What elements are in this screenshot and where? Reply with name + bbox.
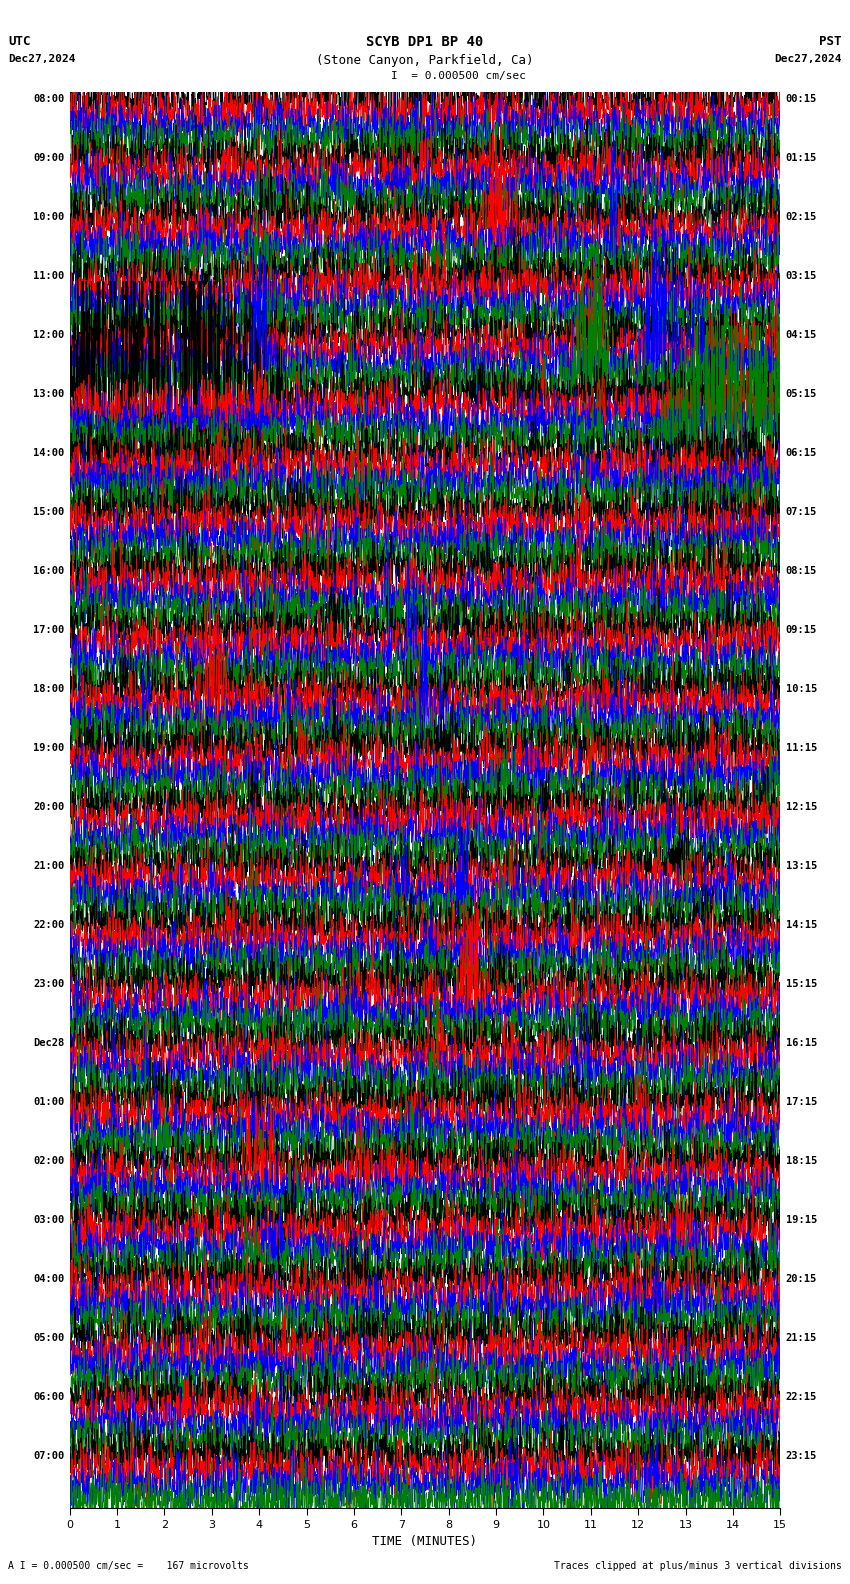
Text: 04:15: 04:15 — [786, 329, 817, 341]
Text: 22:15: 22:15 — [786, 1392, 817, 1402]
Text: 01:15: 01:15 — [786, 154, 817, 163]
Text: 16:00: 16:00 — [33, 565, 64, 577]
Text: 07:00: 07:00 — [33, 1451, 64, 1462]
Text: 15:00: 15:00 — [33, 507, 64, 518]
Text: Traces clipped at plus/minus 3 vertical divisions: Traces clipped at plus/minus 3 vertical … — [553, 1562, 842, 1571]
Text: 19:15: 19:15 — [786, 1215, 817, 1226]
Text: SCYB DP1 BP 40: SCYB DP1 BP 40 — [366, 35, 484, 49]
Text: 19:00: 19:00 — [33, 743, 64, 754]
Text: (Stone Canyon, Parkfield, Ca): (Stone Canyon, Parkfield, Ca) — [316, 54, 534, 67]
Text: PST: PST — [819, 35, 842, 48]
Text: 02:00: 02:00 — [33, 1156, 64, 1166]
Text: 05:00: 05:00 — [33, 1334, 64, 1343]
Text: 23:00: 23:00 — [33, 979, 64, 990]
Text: 09:00: 09:00 — [33, 154, 64, 163]
Text: 02:15: 02:15 — [786, 212, 817, 222]
Text: 22:00: 22:00 — [33, 920, 64, 930]
Text: 18:00: 18:00 — [33, 684, 64, 694]
Text: 10:15: 10:15 — [786, 684, 817, 694]
Text: 13:15: 13:15 — [786, 862, 817, 871]
Text: Dec27,2024: Dec27,2024 — [8, 54, 76, 63]
Text: 17:15: 17:15 — [786, 1098, 817, 1107]
Text: 20:15: 20:15 — [786, 1274, 817, 1285]
Text: UTC: UTC — [8, 35, 31, 48]
Text: 05:15: 05:15 — [786, 390, 817, 399]
Text: 11:15: 11:15 — [786, 743, 817, 754]
Text: Dec27,2024: Dec27,2024 — [774, 54, 842, 63]
Text: 15:15: 15:15 — [786, 979, 817, 990]
Text: 17:00: 17:00 — [33, 626, 64, 635]
X-axis label: TIME (MINUTES): TIME (MINUTES) — [372, 1535, 478, 1548]
Text: 13:00: 13:00 — [33, 390, 64, 399]
Text: 06:00: 06:00 — [33, 1392, 64, 1402]
Text: 03:00: 03:00 — [33, 1215, 64, 1226]
Text: 21:00: 21:00 — [33, 862, 64, 871]
Text: 01:00: 01:00 — [33, 1098, 64, 1107]
Text: 12:00: 12:00 — [33, 329, 64, 341]
Text: 04:00: 04:00 — [33, 1274, 64, 1285]
Text: 14:00: 14:00 — [33, 448, 64, 458]
Text: Dec28: Dec28 — [33, 1038, 64, 1049]
Text: 07:15: 07:15 — [786, 507, 817, 518]
Text: 14:15: 14:15 — [786, 920, 817, 930]
Text: 03:15: 03:15 — [786, 271, 817, 282]
Text: 16:15: 16:15 — [786, 1038, 817, 1049]
Text: 08:15: 08:15 — [786, 565, 817, 577]
Text: 06:15: 06:15 — [786, 448, 817, 458]
Text: 00:15: 00:15 — [786, 93, 817, 105]
Text: 12:15: 12:15 — [786, 802, 817, 813]
Text: 09:15: 09:15 — [786, 626, 817, 635]
Text: A I = 0.000500 cm/sec =    167 microvolts: A I = 0.000500 cm/sec = 167 microvolts — [8, 1562, 249, 1571]
Text: 23:15: 23:15 — [786, 1451, 817, 1462]
Text: 20:00: 20:00 — [33, 802, 64, 813]
Text: 21:15: 21:15 — [786, 1334, 817, 1343]
Text: 18:15: 18:15 — [786, 1156, 817, 1166]
Text: 08:00: 08:00 — [33, 93, 64, 105]
Text: I  = 0.000500 cm/sec: I = 0.000500 cm/sec — [391, 71, 526, 81]
Text: 11:00: 11:00 — [33, 271, 64, 282]
Text: 10:00: 10:00 — [33, 212, 64, 222]
